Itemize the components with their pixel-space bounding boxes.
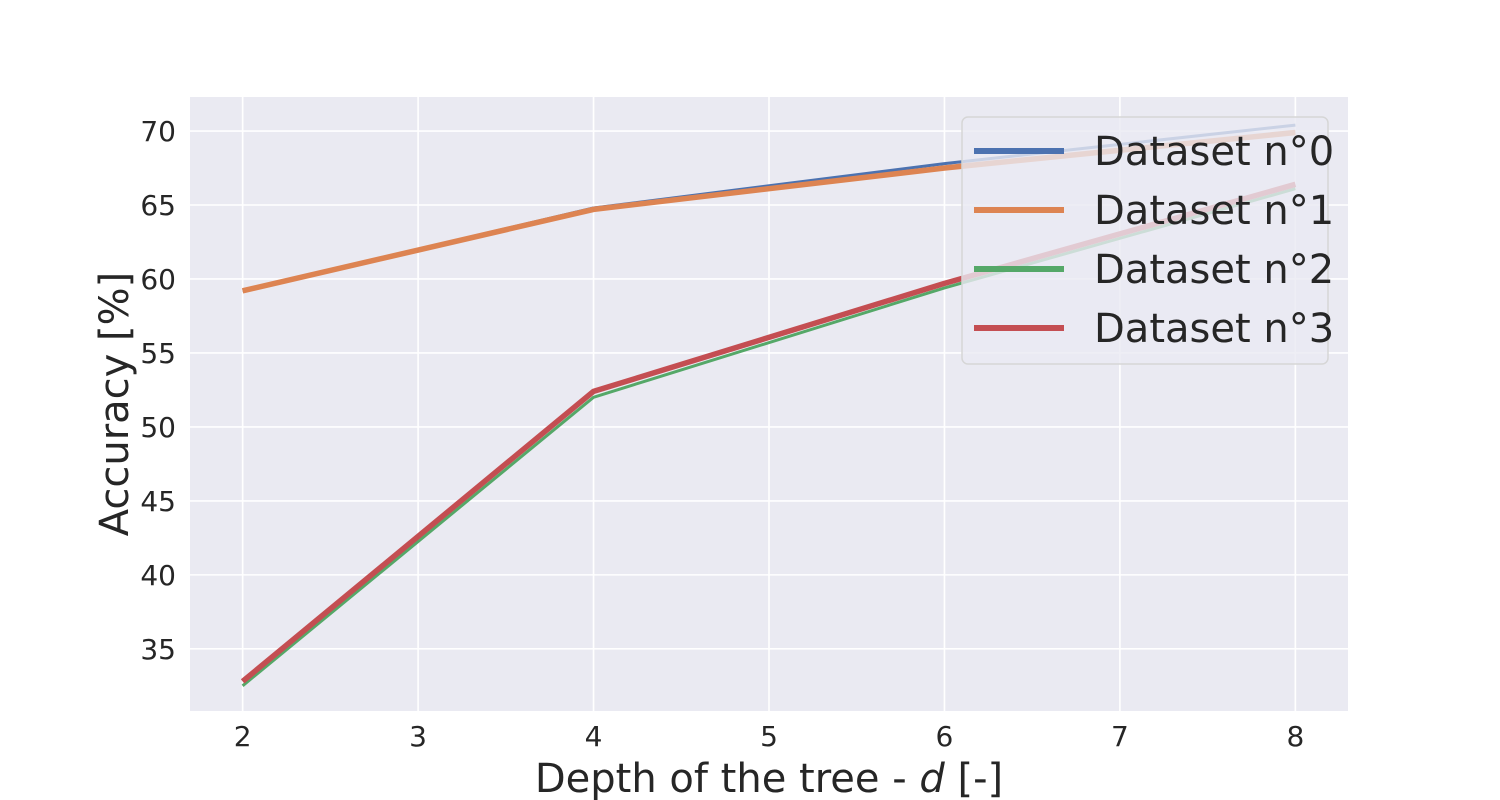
x-tick-label: 8 [1286,720,1304,753]
x-axis-ticks: 2 3 4 5 6 7 8 [234,720,1305,753]
grid-lines [190,97,1348,711]
y-tick-label: 60 [140,263,176,296]
legend-label: Dataset n°0 [1094,129,1334,175]
y-axis-label: Accuracy [%] [92,272,138,537]
x-axis-label: Depth of the tree - d [-] [535,756,1003,800]
y-axis-ticks: 35 40 45 50 55 60 65 70 [140,115,176,666]
y-tick-label: 35 [140,633,176,666]
y-tick-label: 50 [140,411,176,444]
x-tick-label: 5 [760,720,778,753]
legend-label: Dataset n°3 [1094,306,1334,352]
y-tick-label: 65 [140,189,176,222]
y-tick-label: 40 [140,559,176,592]
y-tick-label: 45 [140,485,176,518]
y-tick-label: 70 [140,115,176,148]
legend-label: Dataset n°1 [1094,188,1334,234]
legend-box [961,116,1329,365]
legend-label: Dataset n°2 [1094,247,1334,293]
x-tick-label: 7 [1111,720,1129,753]
x-tick-label: 3 [409,720,427,753]
x-tick-label: 4 [585,720,603,753]
x-tick-label: 6 [936,720,954,753]
legend: Dataset n°0 Dataset n°1 Dataset n°2 Dataset… [961,116,1334,365]
y-tick-label: 55 [140,337,176,370]
x-tick-label: 2 [234,720,252,753]
